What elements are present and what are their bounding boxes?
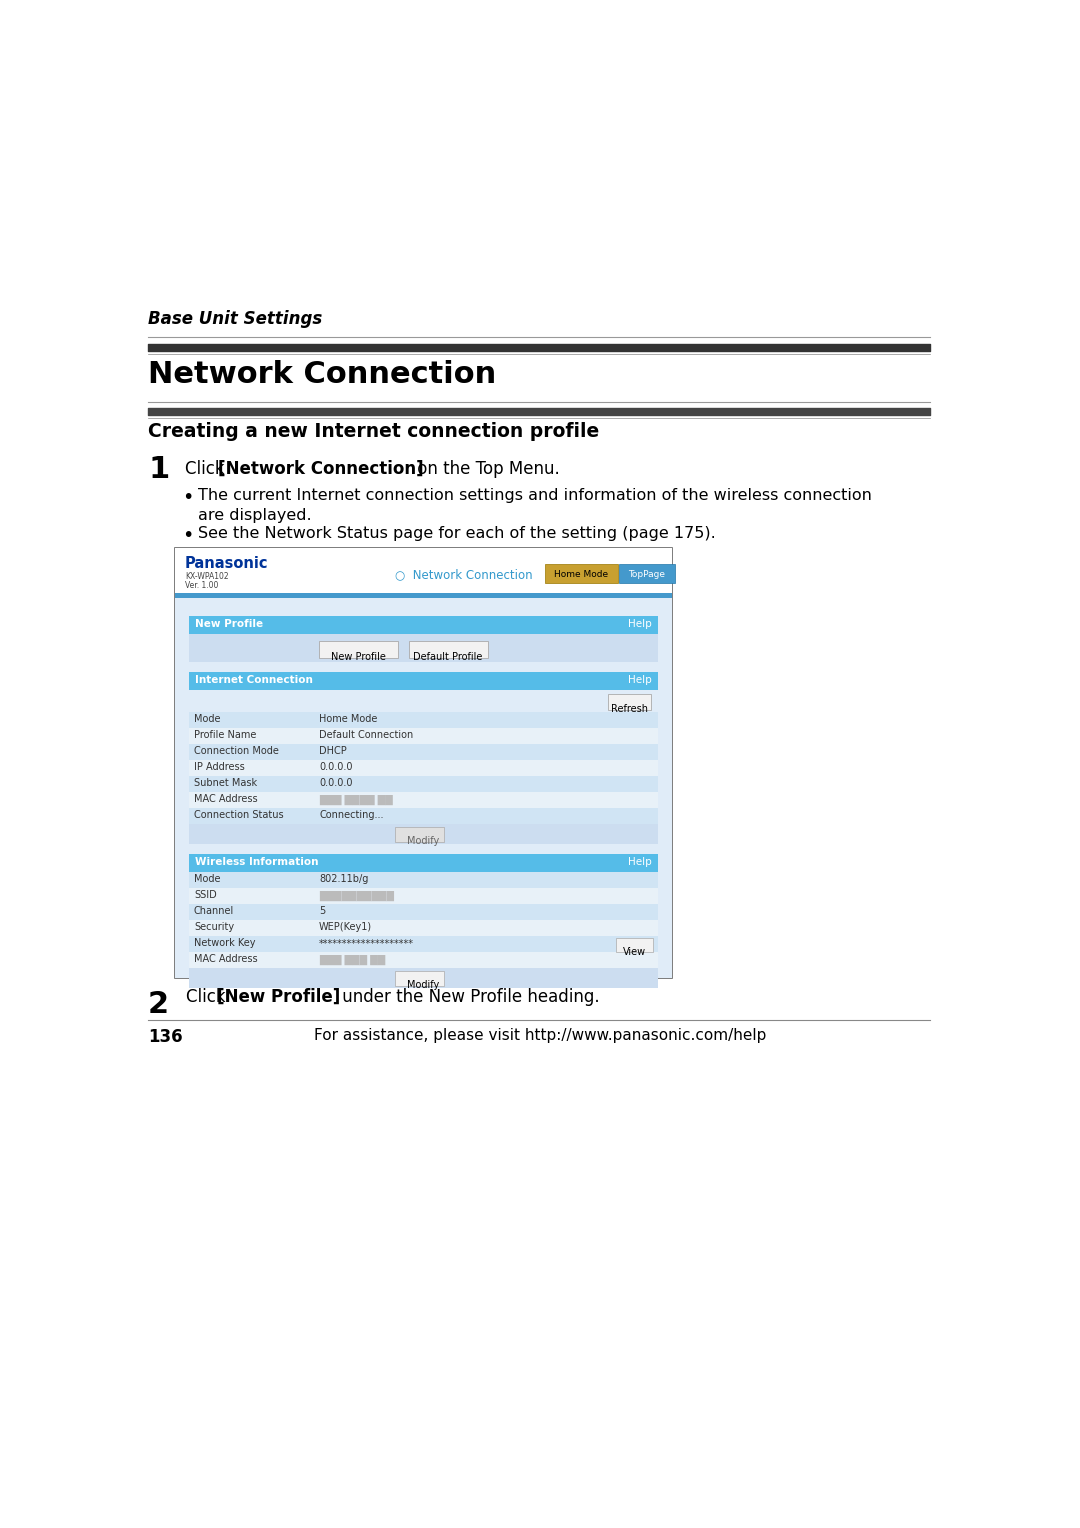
Text: Click: Click bbox=[185, 460, 230, 478]
Text: 1: 1 bbox=[148, 455, 170, 484]
Text: Click: Click bbox=[186, 989, 231, 1005]
Text: TopPage: TopPage bbox=[627, 570, 665, 579]
Text: Ver. 1.00: Ver. 1.00 bbox=[185, 581, 218, 590]
Text: on the Top Menu.: on the Top Menu. bbox=[411, 460, 559, 478]
Text: Default Connection: Default Connection bbox=[319, 730, 414, 741]
FancyBboxPatch shape bbox=[607, 694, 650, 709]
Text: Connection Mode: Connection Mode bbox=[194, 747, 279, 756]
Text: 802.11b/g: 802.11b/g bbox=[319, 874, 368, 885]
Text: MAC Address: MAC Address bbox=[194, 955, 258, 964]
Text: Home Mode: Home Mode bbox=[319, 715, 377, 724]
Bar bbox=[189, 937, 658, 952]
Text: Home Mode: Home Mode bbox=[554, 570, 608, 579]
Text: ██████████: ██████████ bbox=[319, 891, 394, 900]
Bar bbox=[175, 549, 672, 594]
Text: Connection Status: Connection Status bbox=[194, 810, 284, 821]
Text: The current Internet connection settings and information of the wireless connect: The current Internet connection settings… bbox=[198, 487, 872, 503]
Text: New Profile: New Profile bbox=[195, 619, 264, 630]
Text: New Profile: New Profile bbox=[330, 652, 386, 662]
Text: [New Profile]: [New Profile] bbox=[217, 989, 340, 1005]
Text: ○  Network Connection: ○ Network Connection bbox=[395, 568, 532, 581]
FancyBboxPatch shape bbox=[619, 564, 675, 582]
Text: ********************: ******************** bbox=[319, 938, 414, 949]
FancyBboxPatch shape bbox=[616, 938, 652, 952]
Bar bbox=[189, 905, 658, 920]
Bar bbox=[189, 744, 658, 759]
Bar bbox=[175, 597, 672, 978]
Bar bbox=[175, 549, 672, 978]
Text: Base Unit Settings: Base Unit Settings bbox=[148, 310, 322, 329]
Text: Wireless Information: Wireless Information bbox=[195, 857, 319, 866]
Text: SSID: SSID bbox=[194, 891, 217, 900]
Bar bbox=[189, 634, 658, 662]
Text: Channel: Channel bbox=[194, 906, 234, 917]
Text: Refresh: Refresh bbox=[610, 704, 648, 714]
Text: Security: Security bbox=[194, 923, 234, 932]
Text: 0.0.0.0: 0.0.0.0 bbox=[319, 778, 352, 788]
Text: Mode: Mode bbox=[194, 874, 220, 885]
Text: 136: 136 bbox=[148, 1028, 183, 1047]
FancyBboxPatch shape bbox=[319, 640, 397, 657]
Text: Mode: Mode bbox=[194, 715, 220, 724]
Bar bbox=[189, 952, 658, 969]
Bar bbox=[189, 776, 658, 792]
Text: Network Connection: Network Connection bbox=[148, 361, 496, 390]
Text: under the New Profile heading.: under the New Profile heading. bbox=[337, 989, 599, 1005]
Text: 0.0.0.0: 0.0.0.0 bbox=[319, 762, 352, 773]
Text: •: • bbox=[183, 487, 193, 507]
Bar bbox=[189, 792, 658, 808]
FancyBboxPatch shape bbox=[394, 827, 444, 842]
Text: Help: Help bbox=[629, 857, 652, 866]
Bar bbox=[189, 712, 658, 727]
Text: View: View bbox=[622, 947, 646, 957]
Bar bbox=[189, 808, 658, 824]
Bar bbox=[189, 759, 658, 776]
Text: Modify: Modify bbox=[407, 979, 440, 990]
Bar bbox=[189, 691, 658, 712]
Bar bbox=[189, 727, 658, 744]
Text: Internet Connection: Internet Connection bbox=[195, 675, 313, 685]
Bar bbox=[175, 593, 672, 597]
Text: •: • bbox=[183, 526, 193, 545]
Bar bbox=[189, 824, 658, 843]
Text: WEP(Key1): WEP(Key1) bbox=[319, 923, 373, 932]
Text: Creating a new Internet connection profile: Creating a new Internet connection profi… bbox=[148, 422, 599, 442]
Bar bbox=[189, 920, 658, 937]
Text: Panasonic: Panasonic bbox=[185, 556, 269, 571]
Text: Subnet Mask: Subnet Mask bbox=[194, 778, 257, 788]
Text: Modify: Modify bbox=[407, 836, 440, 847]
Text: DHCP: DHCP bbox=[319, 747, 347, 756]
Text: Help: Help bbox=[629, 619, 652, 630]
Text: Network Key: Network Key bbox=[194, 938, 256, 949]
Text: IP Address: IP Address bbox=[194, 762, 245, 773]
FancyBboxPatch shape bbox=[394, 970, 444, 986]
Text: 2: 2 bbox=[148, 990, 170, 1019]
Bar bbox=[189, 888, 658, 905]
Bar bbox=[189, 854, 658, 872]
FancyBboxPatch shape bbox=[544, 564, 618, 582]
Text: MAC Address: MAC Address bbox=[194, 795, 258, 805]
Text: Connecting...: Connecting... bbox=[319, 810, 383, 821]
Text: Help: Help bbox=[629, 675, 652, 685]
Bar bbox=[189, 672, 658, 691]
Bar bbox=[189, 616, 658, 634]
Text: Default Profile: Default Profile bbox=[414, 652, 483, 662]
Text: See the Network Status page for each of the setting (page 175).: See the Network Status page for each of … bbox=[198, 526, 716, 541]
FancyBboxPatch shape bbox=[408, 640, 487, 657]
Text: [Network Connection]: [Network Connection] bbox=[218, 460, 423, 478]
Text: KX-WPA102: KX-WPA102 bbox=[185, 571, 229, 581]
Text: 5: 5 bbox=[319, 906, 325, 917]
Bar bbox=[189, 969, 658, 989]
Bar bbox=[189, 872, 658, 888]
Text: are displayed.: are displayed. bbox=[198, 507, 312, 523]
Text: Profile Name: Profile Name bbox=[194, 730, 256, 741]
Text: ███ ████ ██: ███ ████ ██ bbox=[319, 795, 393, 805]
Text: ███ ███ ██: ███ ███ ██ bbox=[319, 955, 386, 964]
Text: For assistance, please visit http://www.panasonic.com/help: For assistance, please visit http://www.… bbox=[314, 1028, 766, 1044]
